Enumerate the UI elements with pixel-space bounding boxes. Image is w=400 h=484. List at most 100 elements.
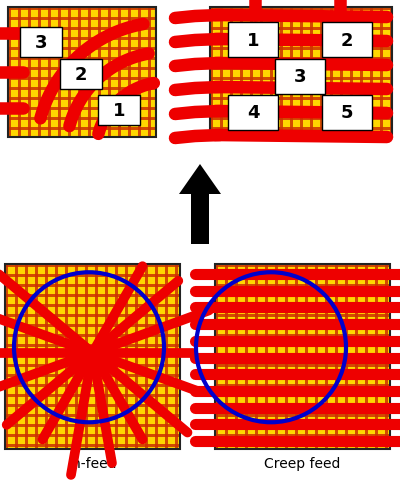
Bar bbox=[215, 294, 390, 297]
Bar bbox=[220, 8, 222, 138]
Bar bbox=[250, 8, 252, 138]
Bar bbox=[8, 8, 156, 11]
Bar bbox=[8, 68, 156, 70]
Bar bbox=[210, 78, 392, 80]
Bar bbox=[350, 8, 352, 138]
Bar bbox=[215, 334, 390, 337]
Text: 1: 1 bbox=[113, 102, 125, 120]
Bar bbox=[5, 414, 180, 417]
Bar bbox=[280, 8, 282, 138]
Bar bbox=[210, 8, 392, 138]
Bar bbox=[215, 314, 390, 317]
Bar bbox=[215, 264, 390, 449]
Bar bbox=[145, 264, 148, 449]
Bar bbox=[138, 8, 140, 138]
Bar bbox=[310, 8, 312, 138]
Bar bbox=[275, 264, 278, 449]
Bar bbox=[230, 8, 232, 138]
Bar bbox=[128, 8, 130, 138]
Bar bbox=[265, 264, 268, 449]
Bar bbox=[235, 264, 238, 449]
Bar bbox=[215, 354, 390, 357]
Text: 1: 1 bbox=[247, 31, 259, 49]
Bar bbox=[5, 374, 180, 377]
Bar bbox=[215, 264, 390, 449]
Bar bbox=[275, 60, 325, 95]
Bar bbox=[322, 23, 372, 58]
Bar bbox=[228, 23, 278, 58]
Bar bbox=[375, 264, 378, 449]
Bar bbox=[370, 8, 372, 138]
Bar bbox=[360, 8, 362, 138]
Bar bbox=[210, 18, 392, 20]
Bar bbox=[5, 324, 180, 327]
Bar bbox=[5, 434, 180, 437]
Bar bbox=[5, 274, 180, 277]
Bar bbox=[55, 264, 58, 449]
Bar bbox=[5, 394, 180, 397]
Bar bbox=[210, 68, 392, 70]
Bar bbox=[215, 444, 390, 447]
Bar bbox=[5, 264, 180, 267]
Bar bbox=[322, 96, 372, 131]
Bar bbox=[5, 304, 180, 307]
Text: 3: 3 bbox=[294, 68, 306, 86]
Bar bbox=[60, 60, 102, 90]
Text: 3: 3 bbox=[35, 34, 47, 52]
Bar bbox=[210, 28, 392, 30]
Bar bbox=[25, 264, 28, 449]
Bar bbox=[5, 344, 180, 347]
Bar bbox=[5, 264, 180, 449]
Bar bbox=[15, 264, 18, 449]
Bar bbox=[390, 8, 392, 138]
Bar bbox=[5, 384, 180, 387]
Bar bbox=[215, 274, 390, 277]
Bar bbox=[210, 8, 212, 138]
Bar bbox=[285, 264, 288, 449]
Bar bbox=[5, 444, 180, 447]
Bar bbox=[88, 8, 90, 138]
Bar bbox=[210, 48, 392, 50]
Bar bbox=[365, 264, 368, 449]
Bar bbox=[5, 334, 180, 337]
Bar bbox=[210, 8, 392, 11]
Bar bbox=[85, 264, 88, 449]
Bar bbox=[155, 264, 158, 449]
Bar bbox=[215, 324, 390, 327]
Bar bbox=[75, 264, 78, 449]
Bar bbox=[315, 264, 318, 449]
Bar bbox=[58, 8, 60, 138]
Bar bbox=[215, 264, 390, 267]
Bar bbox=[340, 8, 342, 138]
Bar bbox=[5, 294, 180, 297]
Text: 5: 5 bbox=[341, 104, 353, 122]
Bar bbox=[78, 8, 80, 138]
Bar bbox=[8, 98, 156, 100]
Bar bbox=[98, 96, 140, 126]
Bar bbox=[330, 8, 332, 138]
Bar bbox=[8, 38, 156, 41]
Bar bbox=[20, 28, 62, 58]
Bar bbox=[5, 264, 180, 449]
Bar bbox=[5, 364, 180, 367]
Bar bbox=[325, 264, 328, 449]
Bar bbox=[240, 8, 242, 138]
Bar bbox=[355, 264, 358, 449]
Bar bbox=[35, 264, 38, 449]
Bar bbox=[245, 264, 248, 449]
Bar bbox=[228, 96, 278, 131]
Bar bbox=[8, 28, 156, 30]
Bar bbox=[210, 8, 392, 138]
Bar bbox=[5, 354, 180, 357]
Bar bbox=[8, 108, 156, 110]
Bar bbox=[118, 8, 120, 138]
Bar bbox=[115, 264, 118, 449]
Text: In-feed: In-feed bbox=[68, 456, 117, 470]
Bar bbox=[45, 264, 48, 449]
Bar bbox=[215, 344, 390, 347]
Bar bbox=[210, 98, 392, 100]
Bar bbox=[108, 8, 110, 138]
Bar bbox=[8, 58, 156, 60]
Text: 2: 2 bbox=[75, 66, 87, 84]
Bar bbox=[215, 394, 390, 397]
